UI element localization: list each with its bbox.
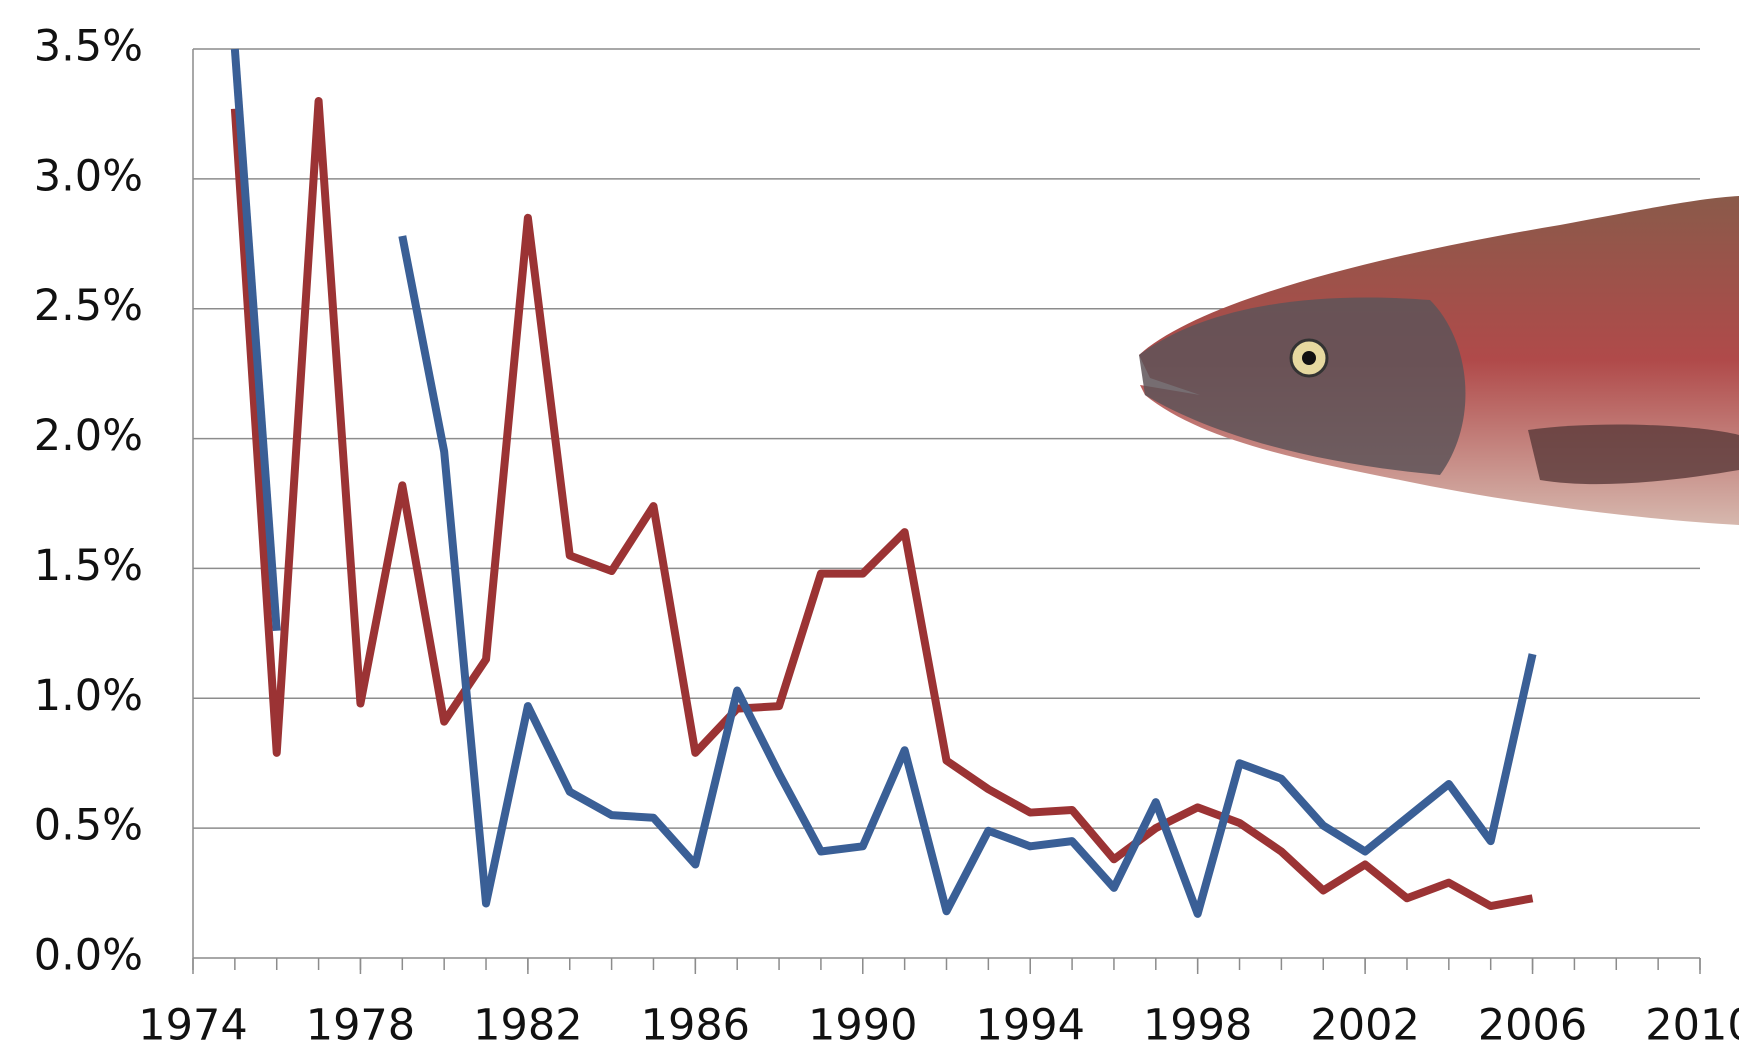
x-tick-label: 2002	[1310, 1001, 1419, 1051]
x-tick-label: 1994	[976, 1001, 1085, 1051]
y-tick-label: 2.5%	[34, 281, 143, 331]
x-tick-label: 1974	[138, 1001, 247, 1051]
y-tick-label: 2.0%	[34, 411, 143, 461]
series-line	[230, 48, 281, 632]
fish-illustration	[1139, 196, 1739, 525]
y-tick-label: 0.0%	[34, 931, 143, 981]
x-tick-label: 1986	[641, 1001, 750, 1051]
series-line	[230, 96, 1534, 911]
y-tick-label: 1.0%	[34, 671, 143, 721]
x-tick-label: 1998	[1143, 1001, 1252, 1051]
x-tick-label: 1990	[808, 1001, 917, 1051]
x-tick-label: 1982	[473, 1001, 582, 1051]
y-tick-label: 3.0%	[34, 151, 143, 201]
series-line	[398, 235, 1537, 918]
y-tick-label: 3.5%	[34, 22, 143, 72]
x-tick-label: 2006	[1478, 1001, 1587, 1051]
y-tick-label: 1.5%	[34, 541, 143, 591]
x-tick-label: 2010	[1645, 1001, 1739, 1051]
y-tick-label: 0.5%	[34, 801, 143, 851]
x-tick-label: 1978	[306, 1001, 415, 1051]
